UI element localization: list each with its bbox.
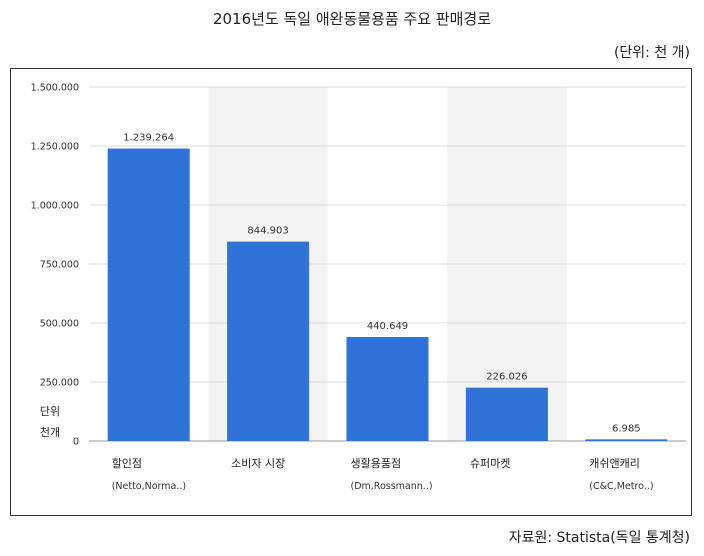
bar-value-label: 440.649 (367, 321, 408, 332)
bar (585, 439, 668, 441)
y-axis-label: 천개 (40, 425, 60, 439)
x-tick-label: 소비자 시장 (231, 457, 285, 470)
x-tick-label: 생활용품점 (351, 456, 402, 470)
bar (107, 148, 190, 441)
chart-frame: 0 250.000 500.000 750.000 1.000.000 1.250.000… (10, 68, 692, 516)
chart-title: 2016년도 독일 애완동물용품 주요 판매경로 (212, 10, 492, 28)
bar (465, 387, 548, 441)
source-note: 자료원: Statista(독일 통계청) (508, 530, 690, 546)
y-tick-label: 0 (73, 437, 79, 448)
bar (227, 241, 310, 441)
bar (346, 337, 429, 441)
bar-chart: 0 250.000 500.000 750.000 1.000.000 1.250.000… (31, 83, 686, 492)
x-tick-sublabel: (Netto,Norma..) (112, 481, 186, 492)
bar-value-label: 226.026 (486, 372, 527, 383)
x-tick-sublabel: (C&C,Metro..) (589, 481, 653, 492)
y-tick-label: 500.000 (40, 319, 79, 330)
x-tick-sublabel: (Dm,Rossmann..) (351, 481, 433, 492)
unit-note: (단위: 천 개) (613, 45, 690, 61)
bar-value-label: 844.903 (247, 226, 288, 237)
x-tick-label: 할인점 (112, 457, 142, 470)
y-tick-label: 250.000 (40, 378, 79, 389)
bar-value-label: 1.239.264 (123, 133, 174, 144)
y-tick-label: 1.500.000 (31, 83, 79, 94)
bar-value-label: 6.985 (612, 423, 641, 434)
y-axis-label: 단위 (40, 405, 60, 418)
x-tick-label: 슈퍼마켓 (470, 457, 510, 470)
y-tick-label: 750.000 (40, 260, 79, 271)
y-tick-label: 1.250.000 (31, 142, 79, 153)
x-tick-label: 캐쉬앤캐리 (589, 457, 640, 470)
y-tick-label: 1.000.000 (31, 201, 79, 212)
